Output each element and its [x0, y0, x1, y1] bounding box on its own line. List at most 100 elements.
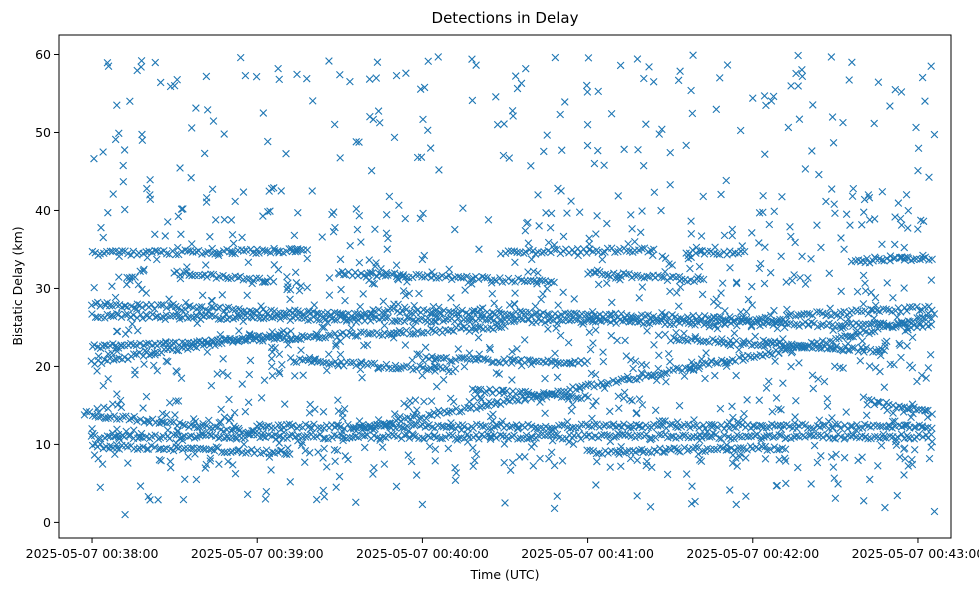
data-point [689, 311, 697, 320]
data-point [346, 358, 355, 367]
data-point [674, 447, 683, 455]
data-point [589, 317, 597, 326]
data-point [123, 280, 131, 289]
data-point [557, 146, 566, 155]
data-point [606, 463, 615, 471]
data-point [563, 209, 571, 217]
data-point [174, 212, 183, 221]
data-point [667, 432, 675, 441]
data-point [657, 206, 665, 215]
data-point [446, 394, 455, 403]
data-point [554, 184, 562, 193]
data-point [268, 362, 276, 371]
data-point [722, 176, 731, 185]
data-point [321, 333, 330, 342]
data-point [397, 417, 405, 425]
data-point [684, 364, 693, 373]
marker-layer [80, 51, 939, 519]
data-point [603, 431, 612, 440]
data-point [379, 433, 387, 441]
y-tick-label: 30 [35, 281, 51, 296]
data-point [447, 326, 455, 334]
data-point [761, 243, 769, 251]
data-point [325, 291, 334, 299]
data-point [856, 356, 865, 365]
data-point [241, 407, 250, 416]
data-point [146, 175, 154, 184]
data-point [390, 410, 399, 418]
x-tick-label: 2025-05-07 00:40:00 [356, 546, 489, 561]
data-point [695, 246, 704, 255]
data-point [499, 151, 508, 160]
data-point [278, 360, 286, 369]
data-point [177, 374, 186, 383]
data-point [893, 491, 902, 500]
data-point [315, 316, 324, 324]
data-point [374, 363, 382, 372]
data-point [202, 460, 211, 469]
data-point [698, 290, 707, 299]
data-point [864, 395, 873, 404]
data-point [903, 307, 911, 315]
data-point [336, 422, 345, 431]
data-point [174, 397, 183, 405]
data-point [848, 192, 857, 200]
data-point [477, 310, 486, 319]
x-axis: 2025-05-07 00:38:00 2025-05-07 00:39:00 20… [26, 538, 979, 561]
data-point [773, 481, 781, 490]
data-point [765, 220, 774, 229]
data-point [154, 495, 162, 504]
data-point [787, 362, 795, 371]
data-point [328, 421, 336, 429]
data-point [827, 344, 835, 353]
data-point [345, 433, 354, 442]
data-point [925, 173, 933, 182]
data-point [764, 377, 773, 386]
data-point [231, 424, 240, 433]
data-point [253, 245, 262, 254]
data-point [687, 217, 695, 225]
data-point [907, 323, 915, 332]
data-point [104, 375, 112, 383]
data-point [90, 341, 99, 349]
data-point [197, 302, 206, 311]
data-point [886, 102, 894, 110]
data-point [172, 397, 180, 405]
data-point [736, 340, 745, 349]
data-point [928, 424, 936, 433]
data-point [187, 444, 196, 452]
data-point [469, 462, 477, 470]
data-point [138, 136, 147, 144]
data-point [600, 430, 608, 439]
data-point [687, 86, 695, 95]
data-point [474, 314, 483, 323]
data-point [97, 359, 106, 368]
data-point [359, 290, 367, 298]
data-point [529, 267, 538, 276]
data-point [426, 364, 435, 373]
data-point [576, 383, 584, 392]
plot-frame [58, 34, 952, 539]
data-point [435, 314, 443, 323]
data-point [687, 230, 696, 238]
data-point [557, 393, 566, 401]
data-point [546, 223, 555, 232]
data-point [464, 403, 472, 412]
data-point [621, 431, 629, 439]
data-point [858, 424, 867, 432]
data-point [275, 350, 284, 359]
data-point [666, 320, 675, 329]
data-point [829, 463, 838, 471]
data-point [725, 486, 734, 494]
data-point [801, 433, 809, 441]
data-point [584, 54, 593, 62]
data-point [870, 319, 879, 327]
data-point [224, 371, 232, 380]
data-point [777, 405, 785, 414]
data-point [788, 276, 797, 285]
data-point [226, 247, 234, 256]
data-point [184, 432, 193, 441]
data-point [133, 445, 142, 454]
data-point [351, 332, 360, 340]
data-point [246, 245, 255, 254]
